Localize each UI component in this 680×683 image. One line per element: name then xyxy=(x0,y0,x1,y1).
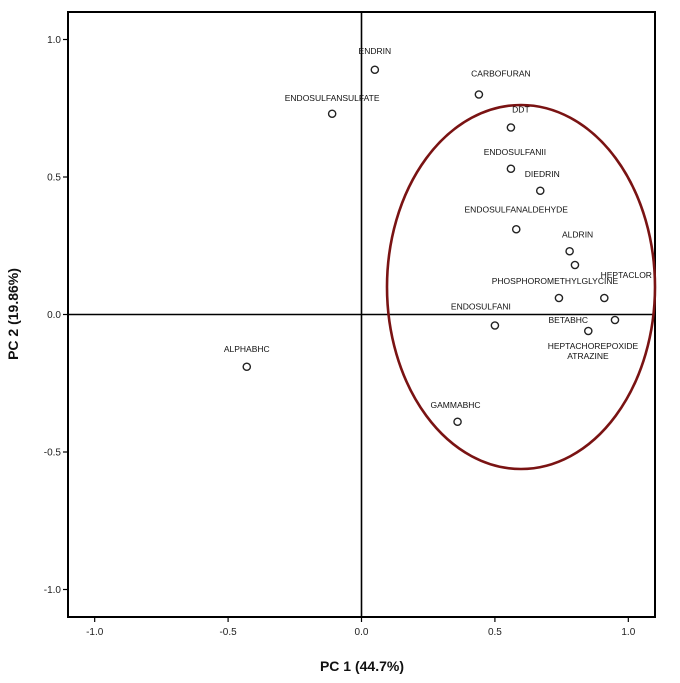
data-point xyxy=(570,260,580,270)
data-point xyxy=(600,293,609,303)
y-tick-label: -0.5 xyxy=(44,448,62,459)
y-tick-label: -1.0 xyxy=(44,585,62,596)
y-axis-ticks: 1.0 0.5 0.0 -0.5 -1.0 xyxy=(44,35,68,596)
data-point xyxy=(453,417,462,427)
data-point xyxy=(506,123,516,132)
point-label: CARBOFURAN xyxy=(471,69,531,79)
y-tick-label: 0.0 xyxy=(47,310,61,321)
data-point xyxy=(511,224,521,234)
point-label: DDT xyxy=(512,105,529,115)
point-label: ATRAZINE xyxy=(567,351,609,361)
x-tick-label: -0.5 xyxy=(219,627,237,638)
point-label: PHOSPHOROMETHYLGLYCINE xyxy=(492,276,619,286)
data-point xyxy=(535,186,545,196)
data-point xyxy=(327,109,337,119)
x-tick-label: 1.0 xyxy=(621,627,635,638)
point-label: HEPTACHOREPOXIDE xyxy=(548,341,639,351)
data-point xyxy=(506,164,516,174)
y-tick-label: 1.0 xyxy=(47,35,61,46)
cluster-ellipse xyxy=(385,103,657,471)
data-point xyxy=(242,362,252,372)
data-point xyxy=(370,65,380,75)
point-label: HEPTACLOR xyxy=(601,270,652,280)
point-label: ALDRIN xyxy=(562,229,593,239)
point-labels: ENDRIN ENDOSULFANSULFATE CARBOFURAN DDT ENDO… xyxy=(224,46,652,410)
point-label: ALPHABHC xyxy=(224,344,270,354)
point-label: ENDOSULFANALDEHYDE xyxy=(465,204,569,214)
x-tick-label: -1.0 xyxy=(86,627,104,638)
x-tick-label: 0.5 xyxy=(488,627,502,638)
x-axis-ticks: -1.0 -0.5 0.0 0.5 1.0 xyxy=(86,617,636,638)
y-tick-label: 0.5 xyxy=(47,173,61,184)
point-label: ENDOSULFANSULFATE xyxy=(285,93,380,103)
data-point xyxy=(474,90,484,99)
point-label: ENDOSULFANII xyxy=(484,147,546,157)
data-point xyxy=(490,321,500,330)
point-label: GAMMABHC xyxy=(431,400,481,410)
point-label: ENDRIN xyxy=(359,46,392,56)
data-point xyxy=(610,315,620,325)
data-point xyxy=(583,326,593,336)
data-points xyxy=(242,65,620,427)
data-point xyxy=(565,246,574,256)
point-label: DIEDRIN xyxy=(525,169,560,179)
data-point xyxy=(554,293,564,303)
point-label: ENDOSULFANI xyxy=(451,302,511,312)
point-label: BETABHC xyxy=(549,315,589,325)
x-axis-title: PC 1 (44.7%) xyxy=(320,658,404,674)
x-tick-label: 0.0 xyxy=(355,627,369,638)
y-axis-title: PC 2 (19.86%) xyxy=(5,268,21,360)
